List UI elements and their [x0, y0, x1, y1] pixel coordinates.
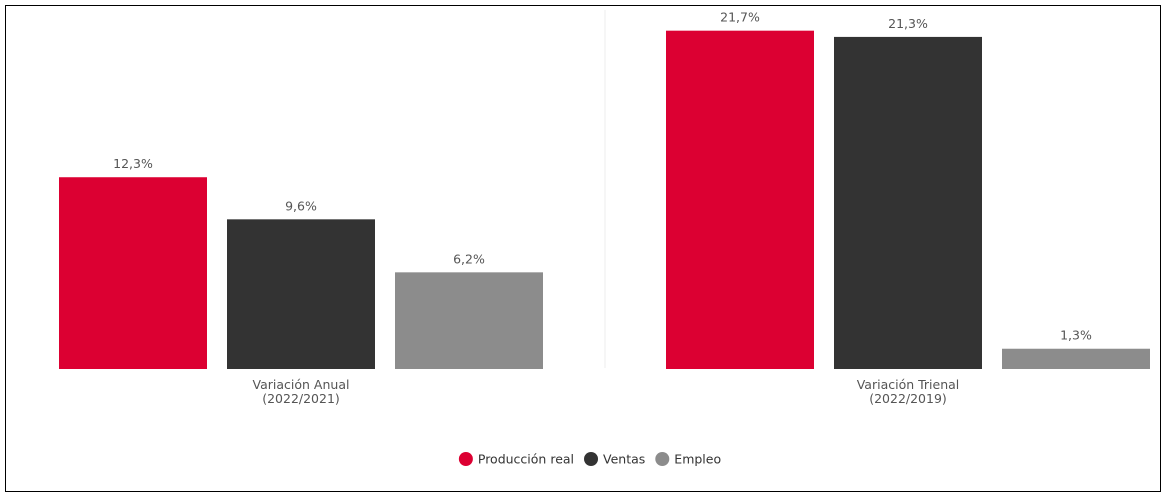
legend-marker: [584, 452, 599, 466]
data-label: 9,6%: [285, 198, 317, 213]
bar-producción-real-2: [666, 30, 814, 369]
bar-empleo-1: [395, 272, 543, 369]
legend-label: Empleo: [674, 452, 721, 467]
bar-empleo-2: [1002, 348, 1150, 369]
bar-ventas-1: [227, 219, 375, 369]
bar-ventas-2: [834, 36, 982, 369]
legend-label: Producción real: [478, 452, 574, 467]
data-label: 6,2%: [453, 251, 485, 266]
legend-marker: [458, 452, 473, 466]
legend-item: Producción real: [458, 452, 574, 467]
data-label: 1,3%: [1060, 328, 1092, 343]
category-label: Variación Trienal: [857, 377, 960, 392]
legend-marker: [655, 452, 670, 466]
legend-label: Ventas: [603, 452, 645, 467]
data-label: 21,7%: [720, 10, 760, 25]
data-label: 21,3%: [888, 16, 928, 31]
legend-item: Ventas: [584, 452, 645, 467]
category-sublabel: (2022/2019): [869, 391, 947, 406]
legend: Producción real Ventas Empleo: [458, 452, 721, 467]
data-label: 12,3%: [113, 156, 153, 171]
category-sublabel: (2022/2021): [262, 391, 340, 406]
category-label: Variación Anual: [253, 377, 350, 392]
legend-item: Empleo: [655, 452, 721, 467]
bar-producción-real-1: [59, 177, 207, 369]
plot-area: 12,3% 9,6% 6,2% Variación Anual(2022/2021) 2…: [59, 10, 1150, 406]
